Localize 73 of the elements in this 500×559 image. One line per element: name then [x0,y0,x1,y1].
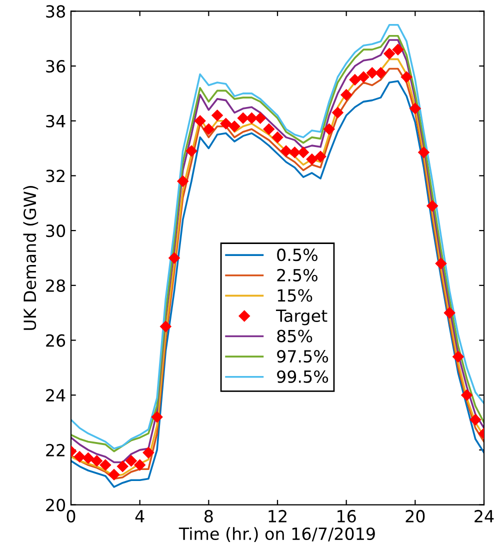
point [340,89,352,100]
x-tick-label: 0 [66,510,76,523]
point [358,71,370,83]
point [280,145,292,157]
point [117,460,128,472]
point [108,469,120,480]
point [324,123,335,135]
legend-label: 99.5% [277,370,328,383]
point [142,447,154,458]
x-tick-label: 8 [204,510,213,523]
point [314,150,326,162]
point [306,154,318,165]
point [160,320,172,332]
x-tick-label: 12 [268,510,286,522]
legend-label: Target [276,310,328,326]
y-tick-label: 34 [46,114,66,128]
point [82,452,94,464]
point [410,102,421,114]
point [151,411,163,423]
legend-label: 97.5% [277,350,328,363]
y-tick-label: 26 [46,334,66,347]
point [418,146,430,158]
point [126,455,137,467]
legend-label: 0.5% [277,248,318,262]
point [246,112,258,124]
point [349,74,361,86]
y-tick-label: 38 [46,5,65,18]
point [392,44,404,56]
point [272,132,284,143]
point [452,351,464,362]
point [400,71,412,83]
point [74,451,86,462]
x-tick-label: 16 [338,510,356,523]
point [228,120,240,132]
y-tick-label: 32 [46,170,64,182]
y-tick-label: 24 [46,389,66,402]
point [203,123,214,135]
point [220,118,232,130]
point [289,146,300,158]
point [366,67,378,78]
x-axis-title: Time (hr.) on 16/7/2019 [178,527,375,542]
y-tick-label: 20 [46,498,66,512]
point [426,200,438,212]
point [237,112,249,124]
point [212,110,223,121]
x-tick-label: 20 [406,510,425,523]
point [134,459,146,471]
point [470,414,481,426]
legend-label: 85% [277,330,312,342]
y-tick-label: 28 [46,279,65,292]
point [384,48,395,60]
point [91,455,102,467]
x-tick-label: 24 [474,510,494,522]
point [461,389,472,401]
y-tick-label: 30 [46,224,66,238]
y-axis-title: UK Demand (GW) [23,186,38,330]
y-tick-label: 36 [46,60,66,73]
point [100,459,112,471]
legend-label: 15% [278,289,312,302]
point [332,107,344,118]
point [254,112,266,124]
point [435,258,447,270]
point [194,115,206,126]
point [263,123,274,135]
point [168,252,180,264]
point [298,146,309,158]
point [186,145,198,157]
x-tick-label: 4 [135,510,144,522]
y-tick-label: 22 [46,444,64,456]
point [177,176,188,187]
legend-label: 2.5% [277,268,318,282]
point [375,67,386,78]
point [444,307,456,318]
